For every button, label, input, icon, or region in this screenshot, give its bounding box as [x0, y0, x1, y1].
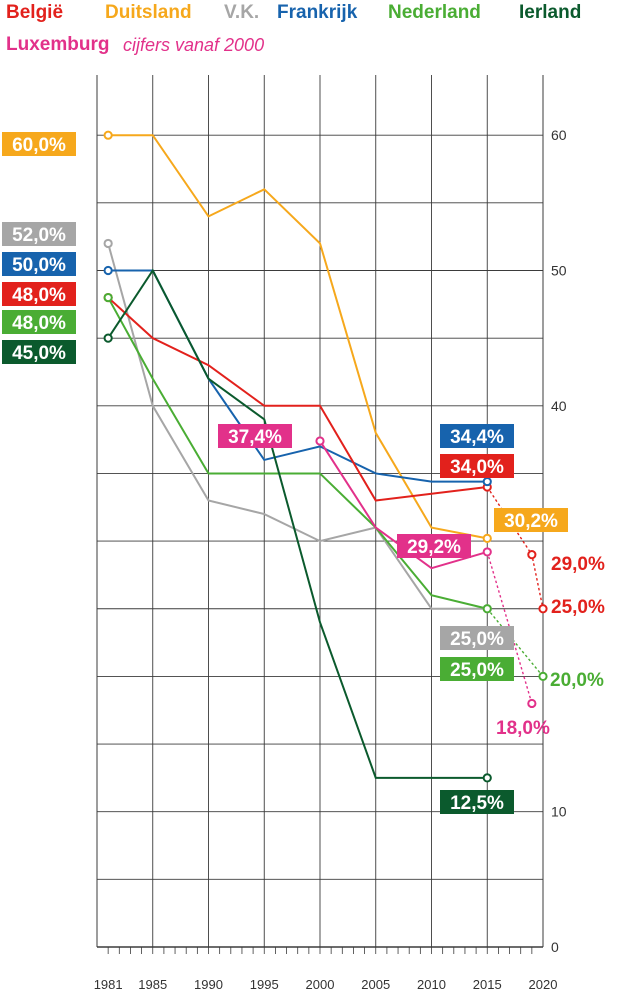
label-box-luxemburg: [218, 424, 292, 448]
x-tick-label: 1985: [138, 977, 167, 992]
data-label-duitsland: 30,2%: [504, 511, 558, 532]
label-box-duitsland: [494, 508, 568, 532]
start-marker-nederland: [103, 292, 113, 303]
start-marker-luxemburg: [315, 436, 325, 446]
end-marker-ierland: [482, 773, 492, 783]
data-label-v-k: 52,0%: [12, 225, 66, 246]
legend-entry-nederland: Nederland: [388, 2, 481, 23]
data-label-nederland: 48,0%: [12, 313, 66, 334]
label-box-nederland: [2, 310, 76, 334]
x-tick-label: 2010: [417, 977, 446, 992]
start-marker-ierland: [103, 333, 113, 343]
end-marker-luxemburg: [482, 547, 492, 557]
label-box-ierland: [440, 790, 514, 814]
projection-marker-belgie: [527, 550, 537, 560]
data-label-luxemburg: 18,0%: [496, 718, 550, 739]
start-marker-duitsland: [103, 130, 113, 140]
y-tick-label: 60: [551, 127, 567, 143]
series-line-belgie: [107, 296, 488, 502]
projection-line-luxemburg: [486, 551, 533, 704]
data-label-ierland: 12,5%: [450, 793, 504, 814]
data-label-belgie: 25,0%: [551, 597, 605, 618]
x-tick-label: 1990: [194, 977, 223, 992]
x-tick-label: 2020: [529, 977, 558, 992]
x-tick-label: 2005: [361, 977, 390, 992]
legend-entry-v-k: V.K.: [224, 2, 260, 23]
legend-entry-ierland: Ierland: [519, 2, 582, 23]
legend-entry-belgie: België: [6, 2, 64, 23]
end-marker-frankrijk: [482, 476, 492, 487]
series-line-ierland: [107, 268, 488, 779]
projection-marker-belgie: [538, 604, 548, 614]
x-tick-label: 2015: [473, 977, 502, 992]
label-box-frankrijk: [2, 252, 76, 276]
projection-line-belgie: [486, 486, 544, 609]
label-box-duitsland: [2, 132, 76, 156]
data-label-nederland: 20,0%: [550, 670, 604, 691]
data-label-duitsland: 60,0%: [12, 135, 66, 156]
series-markers: [103, 130, 548, 783]
series-line-v-k: [107, 243, 488, 610]
legend-entry-luxemburg: Luxemburg: [6, 34, 110, 55]
y-tick-label: 0: [551, 939, 559, 955]
label-box-belgie: [2, 282, 76, 306]
x-tick-label: 1995: [250, 977, 279, 992]
legend-note: cijfers vanaf 2000: [123, 35, 265, 55]
data-label-belgie: 34,0%: [450, 457, 504, 478]
series-line-nederland: [107, 297, 488, 610]
data-labels: 48,0% 34,0% 29,0% 25,0% 60,0% 30,2% 52,0% 25,0%…: [2, 132, 605, 814]
label-box-luxemburg: [397, 534, 471, 558]
data-label-belgie: 48,0%: [12, 285, 66, 306]
data-label-nederland: 25,0%: [450, 660, 504, 681]
axes: 1981 1985 1990 1995 2000 2005 2010 2015 2020 0 10 4…: [94, 127, 567, 992]
legend-entry-frankrijk: Frankrijk: [277, 2, 358, 23]
series-line-duitsland: [108, 134, 488, 540]
data-label-luxemburg: 29,2%: [407, 537, 461, 558]
label-box-belgie: [440, 454, 514, 478]
label-box-v-k: [2, 222, 76, 246]
data-label-frankrijk: 34,4%: [450, 427, 504, 448]
y-tick-label: 10: [551, 804, 567, 820]
label-box-nederland: [440, 657, 514, 681]
label-box-v-k: [440, 626, 514, 650]
data-label-belgie: 29,0%: [551, 554, 605, 575]
projection-marker-nederland: [538, 671, 548, 682]
grid: [96, 75, 544, 948]
data-label-frankrijk: 50,0%: [12, 255, 66, 276]
label-box-ierland: [2, 340, 76, 364]
y-tick-label: 50: [551, 263, 567, 279]
projection-marker-luxemburg: [527, 698, 537, 709]
series-line-frankrijk: [108, 269, 488, 483]
x-tick-label: 1981: [94, 977, 123, 992]
data-label-luxemburg: 37,4%: [228, 427, 282, 448]
data-label-ierland: 45,0%: [12, 343, 66, 364]
end-marker-nederland: [482, 604, 492, 614]
start-marker-frankrijk: [103, 265, 113, 276]
label-box-frankrijk: [440, 424, 514, 448]
y-tick-label: 40: [551, 398, 567, 414]
data-label-v-k: 25,0%: [450, 629, 504, 650]
end-marker-duitsland: [482, 533, 492, 543]
start-marker-v-k: [103, 238, 113, 249]
x-tick-label: 2000: [306, 977, 335, 992]
legend-entry-duitsland: Duitsland: [105, 2, 192, 23]
